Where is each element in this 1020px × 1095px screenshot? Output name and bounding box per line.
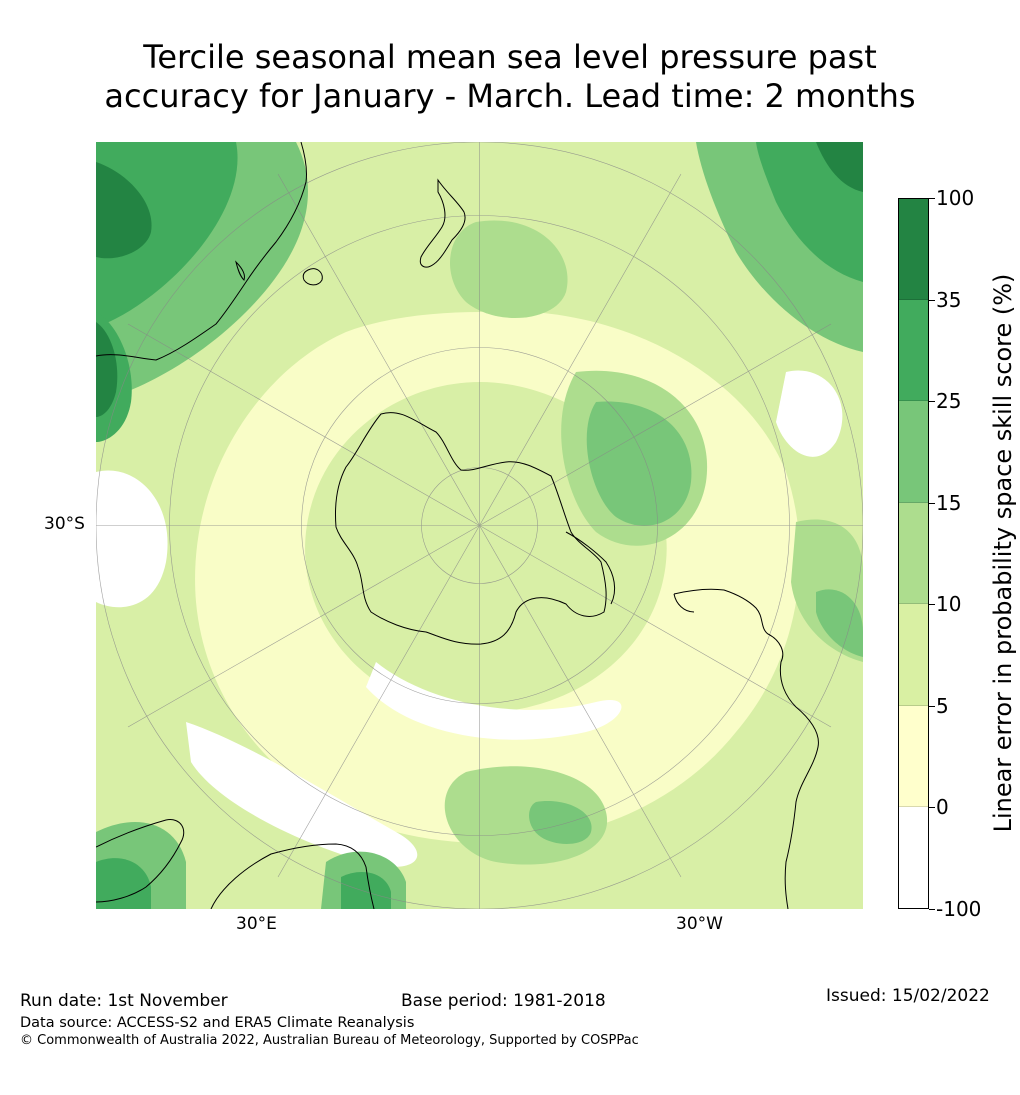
colorbar-segment [898, 401, 928, 503]
copyright: © Commonwealth of Australia 2022, Austra… [20, 1033, 639, 1048]
colorbar-tick-label: 10 [936, 592, 962, 616]
meridian-line [277, 173, 480, 526]
meridian-line [479, 323, 832, 526]
colorbar-tick [929, 300, 935, 301]
lon-label-30w: 30°W [676, 914, 723, 934]
colorbar-tick [929, 706, 935, 707]
colorbar-tick [929, 198, 935, 199]
colorbar-segment [898, 604, 928, 706]
colorbar-segment [898, 807, 928, 909]
africa-coastline [210, 843, 375, 909]
antarctic-peninsula [565, 531, 616, 605]
colorbar-segment [898, 502, 928, 605]
skill-score-map [96, 142, 863, 909]
tasmania-coastline [302, 268, 323, 286]
meridian-line [479, 525, 682, 878]
south-america-southern-tip [673, 593, 695, 613]
region-darker-northeast [756, 142, 863, 282]
region-white-patch-west [96, 470, 168, 608]
region-white-patch-east [776, 370, 843, 457]
issued-date: Issued: 15/02/2022 [826, 986, 990, 1006]
colorbar-title: Linear error in probability space skill … [989, 273, 1017, 833]
colorbar-tick-label: 5 [936, 694, 949, 718]
colorbar-tick-label: 100 [936, 186, 975, 210]
colorbar-tick-label: 35 [936, 288, 962, 312]
colorbar-segment [898, 299, 928, 402]
colorbar [898, 198, 928, 909]
colorbar-tick [929, 503, 935, 504]
region-darker-south-africa [341, 872, 391, 909]
madagascar-coastline [96, 819, 185, 903]
region-darkest-northeast [816, 142, 863, 192]
meridian-line [479, 525, 832, 728]
base-period: Base period: 1981-2018 [401, 991, 606, 1011]
australia-gulf [235, 260, 245, 281]
lat-label-30s: 30°S [44, 514, 85, 534]
meridian-line [277, 525, 480, 878]
meridian-line [127, 525, 480, 728]
lon-label-30e: 30°E [236, 914, 277, 934]
colorbar-tick [929, 401, 935, 402]
graticule [96, 142, 863, 909]
meridian-line [127, 323, 480, 526]
region-mid-green-east [586, 401, 692, 526]
colorbar-tick [929, 604, 935, 605]
skill-regions [96, 142, 863, 909]
region-darker-east-edge [816, 589, 863, 657]
south-america-coastline [673, 588, 819, 909]
region-white-band-arc [366, 662, 622, 740]
region-white-band-south [186, 722, 418, 867]
colorbar-tick-label: 25 [936, 389, 962, 413]
title-line-2: accuracy for January - March. Lead time:… [104, 77, 916, 115]
antarctica-coastline [335, 412, 607, 645]
colorbar-tick [929, 807, 935, 808]
coastlines [96, 142, 819, 909]
chart-title: Tercile seasonal mean sea level pressure… [0, 38, 1020, 116]
region-mid-green-south [529, 801, 592, 844]
region-darker-southwest [96, 858, 151, 909]
colorbar-segment [898, 705, 928, 808]
colorbar-tick-label: 15 [936, 491, 962, 515]
colorbar-segment [898, 198, 928, 300]
region-darkest-west-edge [96, 322, 118, 417]
run-date: Run date: 1st November [20, 991, 228, 1011]
new-zealand-coastline [419, 178, 466, 268]
data-source: Data source: ACCESS-S2 and ERA5 Climate … [20, 1015, 415, 1031]
colorbar-tick-label: -100 [936, 897, 982, 921]
region-darkest-northwest [96, 162, 152, 259]
title-line-1: Tercile seasonal mean sea level pressure… [143, 38, 877, 76]
australia-coastline [96, 142, 307, 361]
colorbar-tick-label: 0 [936, 795, 949, 819]
colorbar-tick [929, 909, 935, 910]
meridian-line [479, 173, 682, 526]
